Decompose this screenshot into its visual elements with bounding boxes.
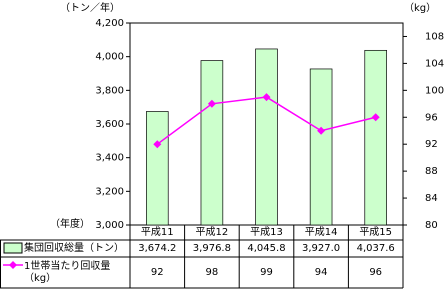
table-value: 96 [369,266,383,278]
y2-tick-label: 100 [425,85,444,96]
table-value: 3,976.8 [192,242,231,254]
table-value: 3,674.2 [138,242,177,254]
y-tick-label: 4,000 [95,52,124,63]
y2-axis-label: （kg） [404,2,436,14]
y-tick-label: 3,000 [95,220,124,231]
table-value: 98 [205,266,219,278]
table-value: 99 [260,266,273,278]
legend-bar [3,242,23,254]
legend-marker [9,261,17,269]
y2-tick-label: 84 [425,193,438,204]
y2-tick-label: 108 [425,31,444,42]
legend-label: 集団回収総量（トン） [24,242,124,254]
bar [364,49,387,226]
y-tick-label: 4,200 [95,18,124,29]
marker [317,126,326,135]
bar [146,111,169,226]
marker [262,93,271,102]
bar [255,48,278,226]
marker [371,113,380,122]
y2-tick-label: 104 [425,58,444,69]
marker [153,140,162,149]
category-label: 平成13 [250,226,283,238]
table-value: 92 [150,266,164,278]
table-value: 4,037.6 [356,242,395,254]
y2-tick-label: 80 [425,220,438,231]
table-value: 4,045.8 [247,242,286,254]
y-tick-label: 3,800 [95,85,124,96]
legend-label: 1世帯当たり回収量（kg） [24,260,111,284]
category-label: 平成11 [140,226,174,238]
category-label: 平成14 [304,226,338,238]
marker [207,99,216,108]
y2-tick-label: 88 [425,166,438,177]
y-axis-label: （トン／年） [60,1,120,14]
bar [200,60,224,226]
y2-tick-label: 96 [425,112,438,123]
y2-tick-label: 92 [425,139,438,150]
table-value: 94 [314,266,328,278]
category-label: 平成12 [195,226,229,238]
bar [309,68,333,226]
y-tick-label: 3,400 [95,153,124,164]
category-label: 平成15 [359,226,393,238]
y-tick-label: 3,600 [95,119,124,130]
y-tick-label: 3,200 [95,186,124,197]
table-value: 3,927.0 [302,242,341,254]
x-axis-label: （年度） [50,217,90,230]
